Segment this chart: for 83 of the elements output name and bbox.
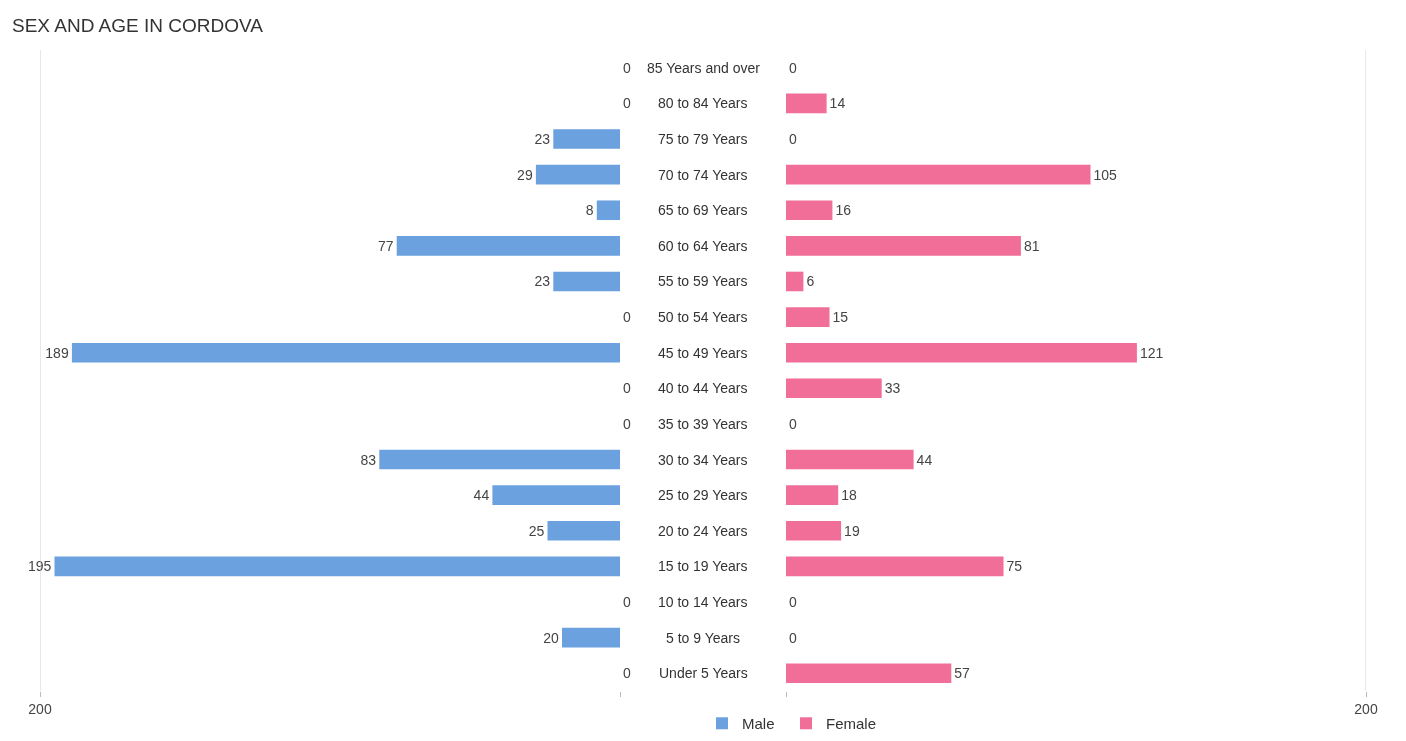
y-tick-label: 30 to 34 Years [658, 452, 748, 468]
y-tick-label: 45 to 49 Years [658, 345, 748, 361]
y-tick-label: 70 to 74 Years [658, 167, 748, 183]
data-label: 77 [377, 237, 394, 254]
bar [71, 342, 620, 363]
data-label: 15 [832, 309, 849, 326]
data-label: 0 [789, 593, 797, 610]
y-tick-label: 80 to 84 Years [658, 95, 748, 111]
data-label: 0 [789, 131, 797, 148]
data-label: 0 [623, 665, 631, 682]
data-label: 16 [835, 202, 852, 219]
legend-label: Female [826, 715, 877, 733]
data-label: 75 [1006, 558, 1023, 575]
data-label: 29 [517, 166, 533, 183]
data-label: 83 [360, 451, 377, 468]
data-label: 189 [45, 344, 69, 361]
bar [54, 556, 620, 577]
data-label: 0 [623, 380, 631, 397]
bar [553, 271, 620, 292]
data-label: 0 [789, 629, 797, 646]
data-label: 25 [528, 522, 545, 539]
data-label: 0 [623, 309, 631, 326]
y-tick-label: 35 to 39 Years [658, 416, 748, 432]
data-label: 0 [789, 59, 797, 76]
y-tick-label: 25 to 29 Years [658, 487, 748, 503]
data-label: 8 [585, 202, 594, 219]
y-tick-label: 75 to 79 Years [658, 131, 748, 147]
data-label: 57 [954, 665, 971, 682]
data-label: 0 [789, 415, 797, 432]
data-label: 81 [1023, 237, 1040, 254]
y-tick-label: 20 to 24 Years [658, 523, 748, 539]
bar [786, 236, 1021, 256]
bar [562, 627, 620, 648]
bar [786, 307, 830, 327]
data-label: 33 [884, 380, 901, 397]
data-label: 0 [623, 95, 631, 112]
data-label: 23 [534, 273, 551, 290]
data-label: 105 [1093, 166, 1118, 183]
chart-title: SEX AND AGE IN CORDOVA [12, 14, 264, 36]
x-tick-label: 200 [1354, 700, 1378, 717]
bar [786, 378, 882, 399]
data-label: 23 [534, 131, 551, 148]
bar [553, 129, 620, 149]
data-label: 0 [623, 59, 631, 76]
y-tick-label: 60 to 64 Years [658, 238, 748, 254]
y-tick-label: 15 to 19 Years [658, 558, 748, 574]
bar [786, 485, 839, 505]
bar [786, 556, 1004, 577]
data-label: 0 [623, 593, 631, 610]
bar [786, 342, 1137, 363]
bar [786, 520, 842, 541]
bar [786, 93, 827, 114]
y-tick-label: 40 to 44 Years [658, 380, 748, 396]
data-label: 0 [623, 415, 631, 432]
bar [786, 449, 914, 470]
data-label: 44 [473, 487, 490, 504]
bar [492, 485, 620, 505]
bar [596, 200, 620, 221]
y-tick-label: Under 5 Years [659, 665, 748, 681]
y-tick-label: 10 to 14 Years [658, 594, 748, 610]
y-tick-label: 85 Years and over [647, 60, 761, 76]
data-label: 44 [916, 451, 933, 468]
y-tick-label: 5 to 9 Years [666, 630, 740, 646]
bar [535, 164, 620, 185]
legend-label: Male [742, 715, 775, 733]
y-tick-label: 50 to 54 Years [658, 309, 748, 325]
data-label: 18 [841, 487, 857, 504]
bar [396, 236, 620, 256]
data-label: 19 [844, 522, 860, 539]
bar [786, 200, 833, 221]
y-tick-label: 65 to 69 Years [658, 202, 748, 218]
data-label: 195 [27, 558, 52, 575]
data-label: 14 [829, 95, 846, 112]
y-tick-label: 55 to 59 Years [658, 273, 748, 289]
data-label: 20 [543, 629, 559, 646]
bar [379, 449, 620, 470]
bar [786, 164, 1091, 185]
bar [547, 520, 620, 541]
bar [786, 271, 804, 292]
bar [786, 663, 952, 683]
data-label: 6 [806, 273, 815, 290]
data-label: 121 [1139, 344, 1164, 361]
x-tick-label: 200 [28, 700, 52, 717]
